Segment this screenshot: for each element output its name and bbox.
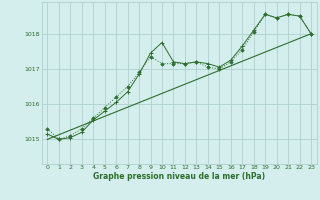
X-axis label: Graphe pression niveau de la mer (hPa): Graphe pression niveau de la mer (hPa) [93,172,265,181]
